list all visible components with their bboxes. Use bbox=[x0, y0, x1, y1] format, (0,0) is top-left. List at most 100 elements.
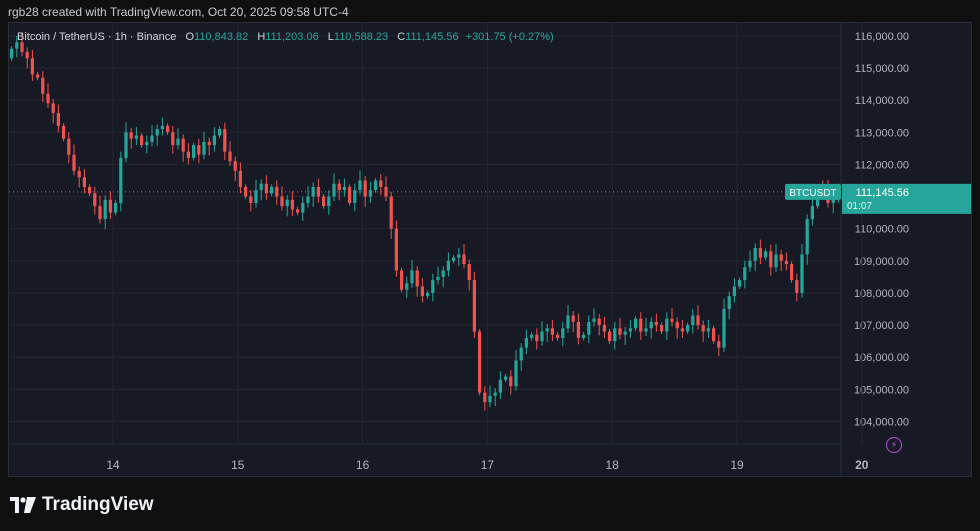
candle-body bbox=[649, 321, 653, 329]
candle-body bbox=[46, 93, 50, 104]
candle-body bbox=[431, 280, 435, 293]
candle-body bbox=[680, 328, 685, 332]
candle-body bbox=[134, 135, 139, 139]
candle-body bbox=[301, 202, 305, 213]
candle-body bbox=[659, 325, 664, 332]
close-label: C bbox=[397, 31, 406, 43]
candle-body bbox=[410, 270, 414, 284]
candle-body bbox=[587, 321, 591, 335]
candle-body bbox=[477, 331, 482, 393]
y-tick-label: 114,000.00 bbox=[855, 95, 909, 107]
candle-body bbox=[436, 276, 440, 281]
candle-body bbox=[98, 206, 102, 220]
candle-body bbox=[295, 209, 300, 213]
tradingview-logo-icon bbox=[10, 497, 36, 513]
candle-body bbox=[467, 264, 471, 281]
candle-body bbox=[25, 51, 29, 59]
candle-body bbox=[150, 135, 154, 142]
y-tick-label: 110,000.00 bbox=[855, 224, 909, 236]
change-value: +301.75 (+0.27%) bbox=[465, 31, 554, 43]
candle-body bbox=[405, 283, 409, 290]
candle-body bbox=[176, 138, 180, 146]
candle-body bbox=[9, 48, 14, 59]
x-tick-label: 20 bbox=[855, 458, 869, 472]
candle-body bbox=[644, 328, 648, 332]
brand-logo: TradingView bbox=[10, 494, 154, 516]
candle-body bbox=[82, 177, 87, 187]
candle-body bbox=[472, 280, 477, 332]
lightning-icon[interactable]: ⚡ bbox=[886, 437, 902, 453]
candle-body bbox=[571, 315, 575, 322]
candle-body bbox=[145, 141, 149, 146]
candle-body bbox=[685, 325, 690, 332]
candle-body bbox=[441, 270, 445, 277]
high-label: H bbox=[257, 31, 266, 43]
candle-body bbox=[509, 376, 513, 387]
candle-body bbox=[35, 74, 40, 78]
candle-body bbox=[394, 228, 399, 271]
candle-body bbox=[597, 318, 601, 326]
candle-body bbox=[602, 325, 607, 332]
candle-body bbox=[223, 129, 227, 152]
y-tick-label: 108,000.00 bbox=[854, 288, 909, 300]
candle-body bbox=[550, 328, 555, 335]
candle-body bbox=[103, 199, 107, 220]
candle-body bbox=[457, 254, 461, 258]
chart-area[interactable]: 104,000.00 105,000.00 106,000.00 107,000.00… bbox=[8, 22, 972, 477]
close-value: 111,145.56 bbox=[405, 31, 459, 43]
candle-body bbox=[519, 347, 523, 361]
candle-body bbox=[665, 318, 669, 332]
candle-body bbox=[363, 180, 367, 197]
candle-body bbox=[462, 254, 466, 265]
candle-body bbox=[358, 180, 362, 191]
candle-body bbox=[259, 183, 263, 191]
candle-body bbox=[373, 180, 378, 191]
candle-body bbox=[789, 264, 794, 281]
y-tick-label: 112,000.00 bbox=[855, 159, 909, 171]
candle-body bbox=[56, 112, 61, 126]
candle-body bbox=[30, 58, 35, 75]
candle-body bbox=[446, 260, 451, 271]
chart-caption: rgb28 created with TradingView.com, Oct … bbox=[8, 5, 349, 19]
candle-body bbox=[379, 180, 383, 187]
candle-body bbox=[171, 132, 175, 146]
candle-body bbox=[795, 280, 799, 293]
high-value: 111,203.06 bbox=[265, 31, 319, 43]
x-tick-label: 14 bbox=[106, 458, 120, 472]
candle-body bbox=[20, 42, 24, 52]
candle-body bbox=[67, 138, 71, 155]
x-tick-label: 15 bbox=[231, 458, 245, 472]
candlestick-chart[interactable]: 104,000.00 105,000.00 106,000.00 107,000.00… bbox=[9, 23, 971, 476]
y-tick-label: 115,000.00 bbox=[855, 63, 909, 75]
candle-body bbox=[238, 170, 243, 187]
candle-body bbox=[592, 318, 596, 322]
ticker-badge bbox=[785, 183, 841, 200]
candle-body bbox=[732, 286, 737, 297]
candle-body bbox=[249, 196, 253, 203]
candle-body bbox=[254, 190, 258, 203]
candle-body bbox=[87, 186, 92, 194]
candle-body bbox=[233, 161, 237, 171]
candle-body bbox=[581, 334, 586, 338]
candle-body bbox=[810, 206, 815, 220]
candle-body bbox=[15, 42, 19, 49]
candle-body bbox=[691, 315, 695, 326]
candle-body bbox=[743, 267, 747, 281]
candle-body bbox=[758, 247, 763, 258]
chart-legend: Bitcoin / TetherUS · 1h · Binance O110,8… bbox=[17, 31, 554, 43]
candle-body bbox=[337, 183, 341, 191]
candle-body bbox=[748, 260, 752, 268]
candle-body bbox=[113, 202, 118, 213]
y-tick-label: 105,000.00 bbox=[854, 384, 909, 396]
candle-body bbox=[202, 141, 206, 155]
candle-body bbox=[368, 190, 373, 197]
y-tick-label: 116,000.00 bbox=[855, 31, 909, 43]
candle-body bbox=[186, 151, 191, 158]
candle-body bbox=[212, 135, 217, 146]
candle-body bbox=[269, 186, 274, 194]
candle-body bbox=[727, 296, 731, 310]
candle-body bbox=[321, 196, 326, 207]
candle-body bbox=[503, 376, 508, 380]
candle-body bbox=[613, 328, 617, 342]
candle-body bbox=[77, 170, 81, 178]
